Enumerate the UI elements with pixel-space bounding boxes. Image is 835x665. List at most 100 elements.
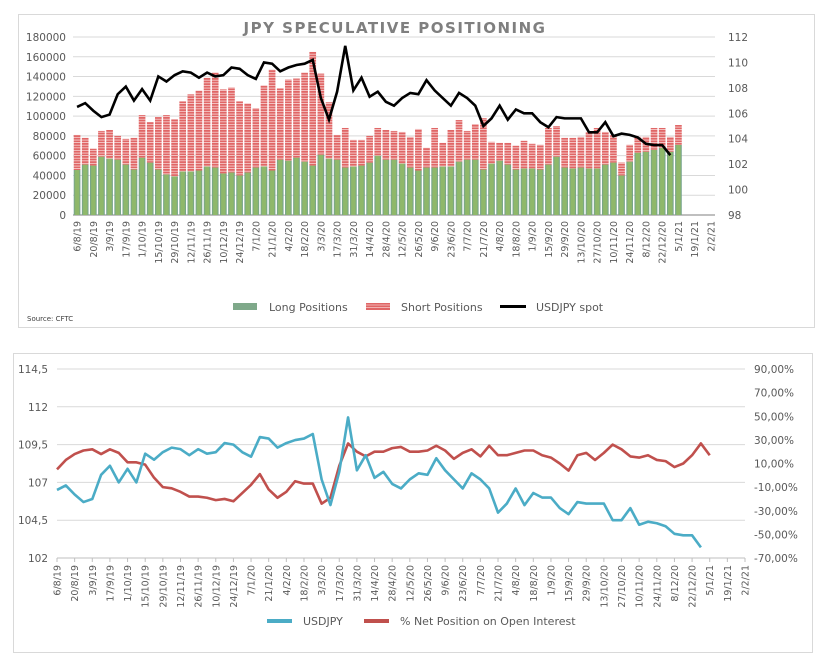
- bar-long: [406, 167, 414, 215]
- x-tick-label: 26/5/20: [414, 221, 425, 258]
- bar-long: [512, 169, 520, 215]
- y-left-tick-label: 102: [28, 553, 48, 565]
- top-spot-line: [76, 45, 672, 157]
- x-tick-label: 12/5/20: [405, 565, 416, 602]
- bar-long: [309, 165, 317, 215]
- y-right-tick-label: 106: [728, 108, 748, 120]
- legend-label-short: Short Positions: [401, 301, 483, 314]
- bar-long: [626, 161, 634, 215]
- bar-short: [447, 129, 455, 167]
- bar-long: [171, 176, 178, 215]
- bar-short: [276, 88, 284, 160]
- legend-swatch-long: [233, 303, 257, 310]
- x-tick-label: 31/3/20: [349, 221, 360, 258]
- bar-long: [545, 164, 552, 215]
- y-left-tick-label: 104,5: [18, 515, 48, 527]
- bar-long: [610, 162, 617, 215]
- bar-short: [293, 78, 300, 158]
- bar-long: [114, 159, 122, 215]
- bottom-legend: USDJPY % Net Position on Open Interest: [267, 615, 576, 628]
- bar-short: [382, 129, 390, 160]
- x-tick-label: 10/12/19: [219, 221, 230, 264]
- bar-long: [463, 159, 471, 215]
- bar-long: [374, 155, 382, 215]
- bar-short: [593, 127, 601, 169]
- bar-long: [211, 167, 219, 215]
- bar-short: [358, 139, 365, 166]
- bar-short: [244, 103, 252, 173]
- bar-long: [317, 154, 325, 215]
- y-right-tick-label: 70,00%: [754, 388, 794, 400]
- bar-long: [480, 169, 487, 215]
- bar-long: [488, 163, 495, 215]
- bar-long: [577, 167, 585, 215]
- bar-long: [130, 169, 138, 215]
- bar-short: [512, 145, 520, 170]
- bar-long: [415, 170, 422, 215]
- bar-long: [658, 147, 666, 215]
- bar-long: [398, 163, 406, 215]
- bar-short: [471, 124, 479, 160]
- x-tick-label: 23/6/20: [458, 565, 469, 602]
- bottom-chart: 102 104,5 107 109,5 112 114,5 -70,00% -50,00% -3…: [18, 364, 798, 628]
- x-tick-label: 29/10/19: [158, 565, 169, 608]
- x-tick-label: 17/9/19: [121, 221, 132, 258]
- top-axes: 0 20000 40000 60000 80000 100000 120000 140000 1…: [26, 32, 748, 264]
- bar-long: [350, 166, 357, 215]
- x-tick-label: 3/3/20: [316, 221, 327, 252]
- x-tick-label: 12/11/19: [186, 221, 197, 264]
- bar-short: [455, 120, 463, 162]
- x-tick-label: 28/4/20: [388, 565, 399, 602]
- bar-short: [187, 94, 195, 172]
- bar-long: [163, 174, 170, 215]
- x-tick-label: 14/4/20: [365, 221, 376, 258]
- x-tick-label: 7/7/20: [463, 221, 474, 252]
- bar-short: [415, 128, 422, 171]
- bar-short: [154, 117, 162, 170]
- bar-short: [626, 144, 634, 162]
- x-tick-label: 28/4/20: [381, 221, 392, 258]
- bar-short: [130, 137, 138, 170]
- x-tick-label: 7/1/20: [247, 565, 258, 596]
- x-tick-label: 22/12/20: [688, 565, 699, 608]
- x-tick-label: 21/1/20: [268, 221, 279, 258]
- bar-short: [398, 131, 406, 164]
- y-right-tick-label: -50,00%: [754, 529, 798, 541]
- x-tick-label: 24/12/19: [229, 565, 240, 608]
- bar-long: [154, 169, 162, 215]
- legend-label-long: Long Positions: [269, 301, 348, 314]
- bar-short: [366, 135, 373, 163]
- bar-long: [252, 167, 260, 215]
- bar-long: [333, 159, 341, 215]
- top-chart: JPY SPECULATIVE POSITIONING 0 20000 40000 6…: [26, 19, 748, 323]
- x-tick-label: 14/4/20: [370, 565, 381, 602]
- bottom-axes: 102 104,5 107 109,5 112 114,5 -70,00% -50,00% -3…: [18, 364, 798, 608]
- bar-long: [122, 164, 130, 215]
- bar-long: [561, 167, 568, 215]
- y-right-tick-label: 100: [728, 185, 748, 197]
- bar-long: [276, 159, 284, 215]
- x-tick-label: 31/3/20: [352, 565, 363, 602]
- bar-short: [285, 79, 292, 161]
- x-tick-label: 29/9/20: [560, 221, 571, 258]
- y-left-tick-label: 180000: [26, 32, 66, 44]
- x-tick-label: 9/6/20: [441, 565, 452, 596]
- x-tick-label: 3/9/19: [105, 221, 116, 252]
- net-position-chart-frame: [13, 353, 813, 653]
- bar-short: [236, 101, 243, 176]
- bar-short: [81, 137, 89, 165]
- bar-long: [187, 171, 195, 215]
- x-tick-label: 9/6/20: [430, 221, 441, 252]
- x-tick-label: 15/9/20: [564, 565, 575, 602]
- bar-long: [520, 168, 528, 215]
- bar-short: [561, 137, 568, 168]
- bar-short: [309, 51, 317, 166]
- bar-long: [325, 158, 333, 215]
- bar-short: [374, 127, 382, 156]
- bar-long: [593, 168, 601, 215]
- bar-long: [73, 170, 81, 215]
- y-right-tick-label: 98: [728, 210, 741, 222]
- bar-short: [528, 143, 536, 169]
- y-left-tick-label: 109,5: [18, 440, 48, 452]
